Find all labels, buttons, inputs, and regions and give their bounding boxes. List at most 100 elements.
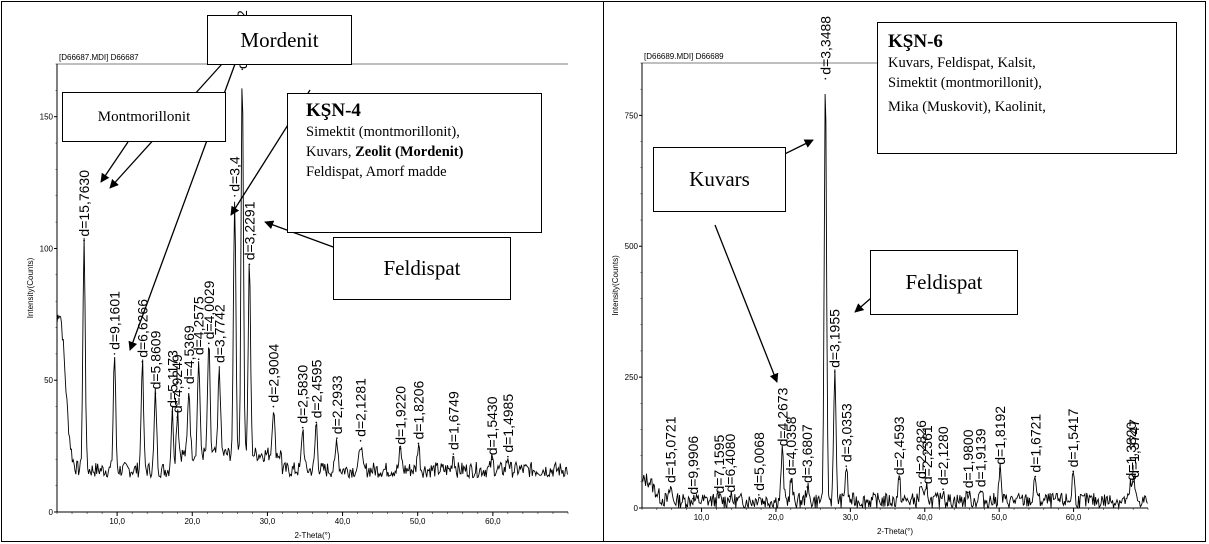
feldispat-callout-left: Feldispat [333, 237, 511, 300]
right-peak-label: d=1,8192 [992, 406, 1008, 465]
right-peak-label: d=4,2673 [774, 387, 790, 446]
left-peak-label: d=1,9220 [392, 386, 408, 445]
right-peak-point [692, 497, 694, 500]
left-peak-label: d=3,7742 [211, 304, 227, 363]
left-x-axis-label: 2-Theta(°) [294, 531, 330, 540]
left-peak-point [507, 455, 509, 458]
right-peak-point [781, 449, 784, 452]
right-peak-point [729, 495, 731, 498]
right-peak-point [920, 482, 922, 484]
montmorillonit-label: Montmorillonit [97, 108, 191, 125]
ksn4-line-1: Simektit (montmorillonit), [306, 124, 460, 140]
right-peak-point [824, 77, 827, 80]
left-peak-point [141, 360, 144, 363]
left-peak-point [241, 68, 244, 71]
right-xtick-label: 30,0 [843, 513, 859, 522]
left-xtick-label: 50,0 [410, 517, 426, 526]
panel-divider [603, 1, 604, 542]
right-peak-label: d=1,3820 [1123, 421, 1139, 480]
right-peak-label: d=1,5417 [1065, 408, 1081, 467]
right-peak-point [1034, 475, 1037, 478]
ksn6-title: KŞN-6 [888, 31, 943, 52]
left-peak-point [233, 194, 236, 197]
right-peak-point [979, 490, 982, 493]
right-peak-label: d=1,9139 [973, 428, 989, 487]
right-peak-point [942, 488, 944, 490]
right-peak-label: d=3,0353 [838, 403, 854, 462]
right-xtick-label: 20,0 [768, 513, 784, 522]
left-peak-label: d=1,5430 [484, 396, 500, 455]
right-ytick-label: 500 [625, 242, 639, 251]
right-peak-point [1072, 470, 1075, 473]
left-peak-label: d=9,1601 [106, 291, 122, 350]
right-peak-label: d=3,6807 [799, 424, 815, 483]
montmorillonit-arrow-b [100, 141, 129, 183]
ksn4-line-3: Feldispat, Amorf madde [306, 164, 447, 180]
right-peak-point [833, 371, 836, 373]
right-ytick-label: 0 [634, 504, 639, 513]
left-file-header: [D66687.MDI] D66687 [59, 53, 139, 62]
left-xtick-label: 30,0 [260, 517, 276, 526]
right-peak-label: d=6,4080 [722, 433, 738, 492]
right-xtick-label: 50,0 [991, 513, 1007, 522]
right-peak-label: d=4,0358 [783, 416, 799, 475]
right-peak-point [758, 494, 760, 496]
left-peak-label: d=2,1281 [353, 378, 369, 437]
right-peak-point [926, 487, 928, 489]
right-ytick-label: 750 [625, 111, 639, 120]
left-peak-label: d=2,2933 [329, 375, 345, 434]
ksn4-legend-box: KŞN-4 Simektit (montmorillonit), Kuvars,… [287, 93, 542, 233]
right-xtick-label: 60,0 [1066, 513, 1082, 522]
kuvars-callout: Kuvars [653, 147, 786, 212]
right-peak-label: d=2,4593 [891, 416, 907, 475]
ksn4-line-2-a: Kuvars, [306, 144, 356, 160]
ksn6-line-3: Mika (Muskovit), Kaolinit, [888, 99, 1046, 115]
left-peak-point [399, 447, 402, 450]
right-chart: [D66689.MDI] D66689 0 250 500 750 10,0 20,0 30,… [611, 16, 1149, 536]
mordenit-callout: Mordenit [207, 15, 352, 65]
left-ytick-label: 100 [40, 244, 54, 253]
right-peak-label: d=1,3747 [1126, 419, 1142, 478]
right-peak-point [718, 496, 720, 499]
kuvars-arrow-b [714, 224, 779, 383]
left-peak-label: d=3,4 [227, 156, 243, 192]
right-peak-label: d=9,9906 [685, 436, 701, 495]
left-peak-point [272, 405, 275, 408]
left-xtick-label: 10,0 [109, 517, 125, 526]
left-diffraction-trace [56, 88, 568, 480]
ksn6-line-2: Simektit (montmorillonit), [888, 75, 1042, 91]
left-peak-label: d=2,5830 [295, 365, 311, 424]
left-peak-label: d=2,4595 [308, 359, 324, 418]
right-peak-point [967, 491, 969, 494]
left-peak-label: d=1,4985 [500, 394, 516, 453]
left-peak-point [197, 358, 200, 360]
right-x-axis-label: 2-Theta(°) [877, 527, 913, 536]
left-peak-point [218, 366, 221, 368]
left-peak-point [113, 353, 116, 355]
left-peak-point [315, 421, 318, 424]
left-peak-point [301, 426, 304, 429]
right-peak-label: d=2,1280 [935, 426, 951, 485]
left-peak-point [336, 437, 338, 440]
right-peak-point [806, 486, 808, 488]
right-peak-point [669, 486, 672, 488]
right-peak-label: d=7,1595 [711, 435, 727, 494]
left-peak-label: d=4,5369 [181, 325, 197, 384]
left-xtick-label: 60,0 [485, 517, 501, 526]
right-peak-point [1130, 483, 1132, 486]
left-xtick-label: 40,0 [335, 517, 351, 526]
left-peak-point [452, 453, 455, 455]
left-ytick-label: 150 [40, 113, 54, 122]
mordenit-label: Mordenit [240, 27, 319, 52]
right-peak-label: d=2,2361 [919, 425, 935, 484]
feldispat-callout-right: Feldispat [870, 250, 1018, 315]
montmorillonit-callout: Montmorillonit [62, 92, 226, 142]
right-peak-label: d=1,9800 [960, 429, 976, 488]
left-peak-label: d=1,8206 [410, 380, 426, 439]
left-peak-label: d=2,9004 [265, 344, 281, 403]
left-peak-point [207, 342, 210, 345]
right-peak-label: d=3,3488 [817, 16, 833, 75]
ksn4-title: KŞN-4 [306, 100, 361, 121]
right-xtick-label: 10,0 [694, 513, 710, 522]
